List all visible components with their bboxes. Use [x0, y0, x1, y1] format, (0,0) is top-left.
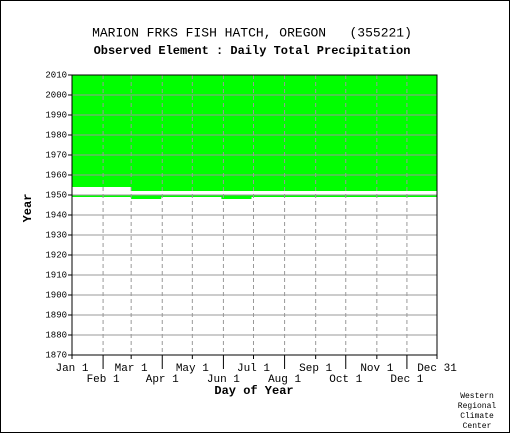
x-tick-label: Sep 1 [299, 363, 332, 375]
y-tick-label: 1870 [45, 350, 67, 360]
y-tick-label: 1990 [45, 110, 67, 120]
y-tick-label: 1980 [45, 130, 67, 140]
data-range [72, 195, 437, 197]
y-tick-label: 1940 [45, 210, 67, 220]
y-tick-label: 1930 [45, 230, 67, 240]
x-tick-label: Oct 1 [329, 374, 362, 386]
data-range [131, 197, 162, 199]
x-tick-label: May 1 [176, 363, 209, 375]
credit-line: Western [460, 392, 494, 401]
y-tick-label: 1880 [45, 330, 67, 340]
x-axis-label: Day of Year [214, 384, 293, 398]
y-tick-label: 1960 [45, 170, 67, 180]
x-tick-label: Dec 1 [390, 374, 423, 386]
x-tick-label: Aug 1 [268, 374, 301, 386]
x-tick-label: Feb 1 [87, 374, 120, 386]
y-tick-label: 1950 [45, 190, 67, 200]
y-tick-label: 1970 [45, 150, 67, 160]
data-range [131, 187, 437, 191]
chart-title: MARION FRKS FISH HATCH, OREGON (355221) [92, 25, 412, 40]
y-tick-label: 1900 [45, 290, 67, 300]
y-tick-label: 2000 [45, 90, 67, 100]
y-tick-label: 1920 [45, 250, 67, 260]
y-tick-label: 1910 [45, 270, 67, 280]
x-tick-label: Nov 1 [360, 363, 393, 375]
credit-line: Center [463, 422, 492, 431]
y-axis-label: Year [21, 194, 35, 223]
chart-subtitle: Observed Element : Daily Total Precipita… [94, 44, 411, 58]
y-tick-label: 2010 [45, 70, 67, 80]
x-tick-label: Jan 1 [55, 363, 88, 375]
x-tick-label: Apr 1 [146, 374, 179, 386]
x-tick-label: Mar 1 [115, 363, 148, 375]
data-range [221, 197, 252, 199]
credit-line: Climate [460, 412, 494, 421]
x-tick-label: Jun 1 [207, 374, 240, 386]
y-tick-label: 1890 [45, 310, 67, 320]
x-tick-label: Jul 1 [237, 363, 270, 375]
data-range [72, 75, 437, 187]
x-tick-label: Dec 31 [417, 363, 457, 375]
plot-border [71, 74, 438, 356]
credit-line: Regional [458, 402, 497, 411]
